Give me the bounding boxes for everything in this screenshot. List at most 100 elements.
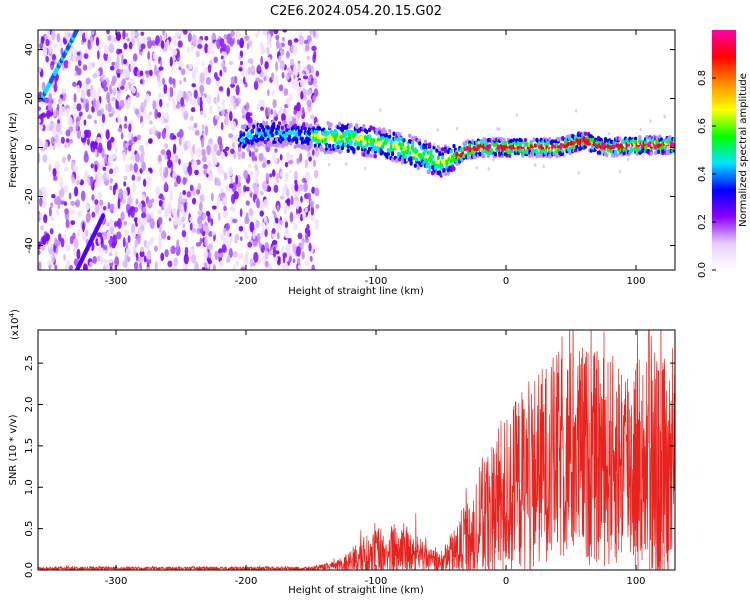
noise-cell	[310, 201, 314, 208]
noise-cell	[257, 64, 261, 72]
noise-cell	[283, 88, 289, 96]
band-cell	[533, 143, 538, 148]
noise-cell	[204, 43, 209, 54]
noise-cell	[129, 156, 133, 161]
noise-cell	[249, 187, 252, 194]
noise-cell	[265, 172, 270, 182]
band-cell	[237, 147, 242, 152]
noise-cell	[233, 104, 237, 110]
noise-cell	[296, 246, 301, 258]
band-cell	[376, 137, 380, 142]
noise-cell	[172, 143, 177, 155]
band-cell	[443, 148, 448, 154]
noise-cell	[189, 216, 194, 222]
noise-cell	[307, 151, 311, 157]
noise-cell	[127, 235, 131, 243]
noise-cell	[76, 103, 82, 112]
noise-cell	[235, 174, 239, 185]
band-halo-cell	[498, 127, 501, 132]
noise-cell	[169, 56, 173, 67]
noise-cell	[169, 46, 173, 52]
noise-cell	[259, 106, 265, 111]
noise-cell	[210, 192, 214, 202]
noise-cell	[202, 223, 206, 232]
noise-cell	[311, 186, 316, 194]
band-cell	[636, 147, 641, 152]
noise-cell	[158, 199, 163, 207]
noise-cell	[219, 37, 225, 48]
snr-x-ticks: -300 -200 -100 0 100	[105, 330, 646, 587]
noise-cell	[97, 172, 103, 183]
noise-cell	[220, 122, 224, 131]
noise-cell	[199, 237, 203, 245]
noise-cell	[256, 103, 261, 110]
noise-cell	[67, 61, 71, 69]
band-cell	[408, 150, 412, 156]
noise-cell	[256, 30, 260, 37]
band-cell	[508, 153, 512, 158]
noise-cell	[108, 43, 115, 54]
noise-cell	[153, 245, 158, 252]
noise-cell	[311, 149, 315, 156]
noise-cell	[186, 141, 191, 149]
snr-ytick-label: 2.5	[24, 355, 35, 371]
noise-cell	[140, 246, 144, 253]
noise-cell	[56, 33, 61, 43]
band-cell	[373, 154, 377, 159]
noise-cell	[235, 98, 240, 107]
noise-cell	[266, 159, 271, 165]
band-cell	[548, 136, 552, 142]
noise-cell	[230, 30, 236, 37]
band-cell	[440, 147, 445, 152]
band-cell	[566, 141, 571, 147]
noise-cell	[313, 78, 317, 87]
band-cell	[299, 129, 303, 134]
noise-cell	[115, 31, 122, 41]
noise-cell	[60, 106, 66, 117]
noise-cell	[129, 163, 134, 172]
noise-cell	[136, 38, 140, 49]
noise-cell	[73, 238, 79, 249]
band-cell	[269, 142, 273, 147]
noise-cell	[158, 154, 162, 163]
noise-cell	[64, 208, 69, 215]
noise-cell	[159, 35, 163, 43]
noise-cell	[162, 77, 165, 86]
noise-cell	[114, 221, 117, 228]
noise-cell	[100, 254, 104, 265]
noise-cell	[42, 154, 48, 163]
noise-cell	[170, 66, 174, 73]
noise-cell	[133, 162, 138, 173]
noise-cell	[286, 151, 290, 161]
band-cell	[555, 153, 559, 159]
noise-cell	[125, 163, 130, 173]
noise-cell	[102, 205, 107, 211]
noise-cell	[44, 96, 49, 104]
noise-cell	[51, 252, 55, 264]
noise-cell	[49, 43, 52, 54]
noise-cell	[130, 78, 135, 85]
noise-cell	[266, 46, 270, 55]
noise-cell	[291, 185, 296, 193]
noise-cell	[236, 30, 241, 39]
noise-cell	[136, 218, 141, 224]
band-halo-cell	[455, 126, 459, 131]
noise-cell	[248, 207, 254, 217]
noise-cell	[70, 220, 76, 226]
noise-cell	[200, 110, 204, 116]
noise-cell	[225, 222, 231, 231]
noise-cell	[77, 59, 82, 67]
noise-cell	[60, 200, 65, 205]
noise-cell	[63, 184, 68, 193]
noise-cell	[195, 50, 200, 58]
band-cell	[410, 140, 415, 146]
noise-cell	[112, 141, 116, 150]
noise-cell	[127, 132, 132, 139]
noise-cell	[301, 251, 305, 260]
band-cell	[365, 129, 369, 135]
noise-cell	[306, 224, 310, 230]
noise-cell	[222, 237, 229, 245]
noise-cell	[42, 190, 48, 196]
band-cell	[445, 159, 449, 164]
band-cell	[349, 139, 353, 144]
